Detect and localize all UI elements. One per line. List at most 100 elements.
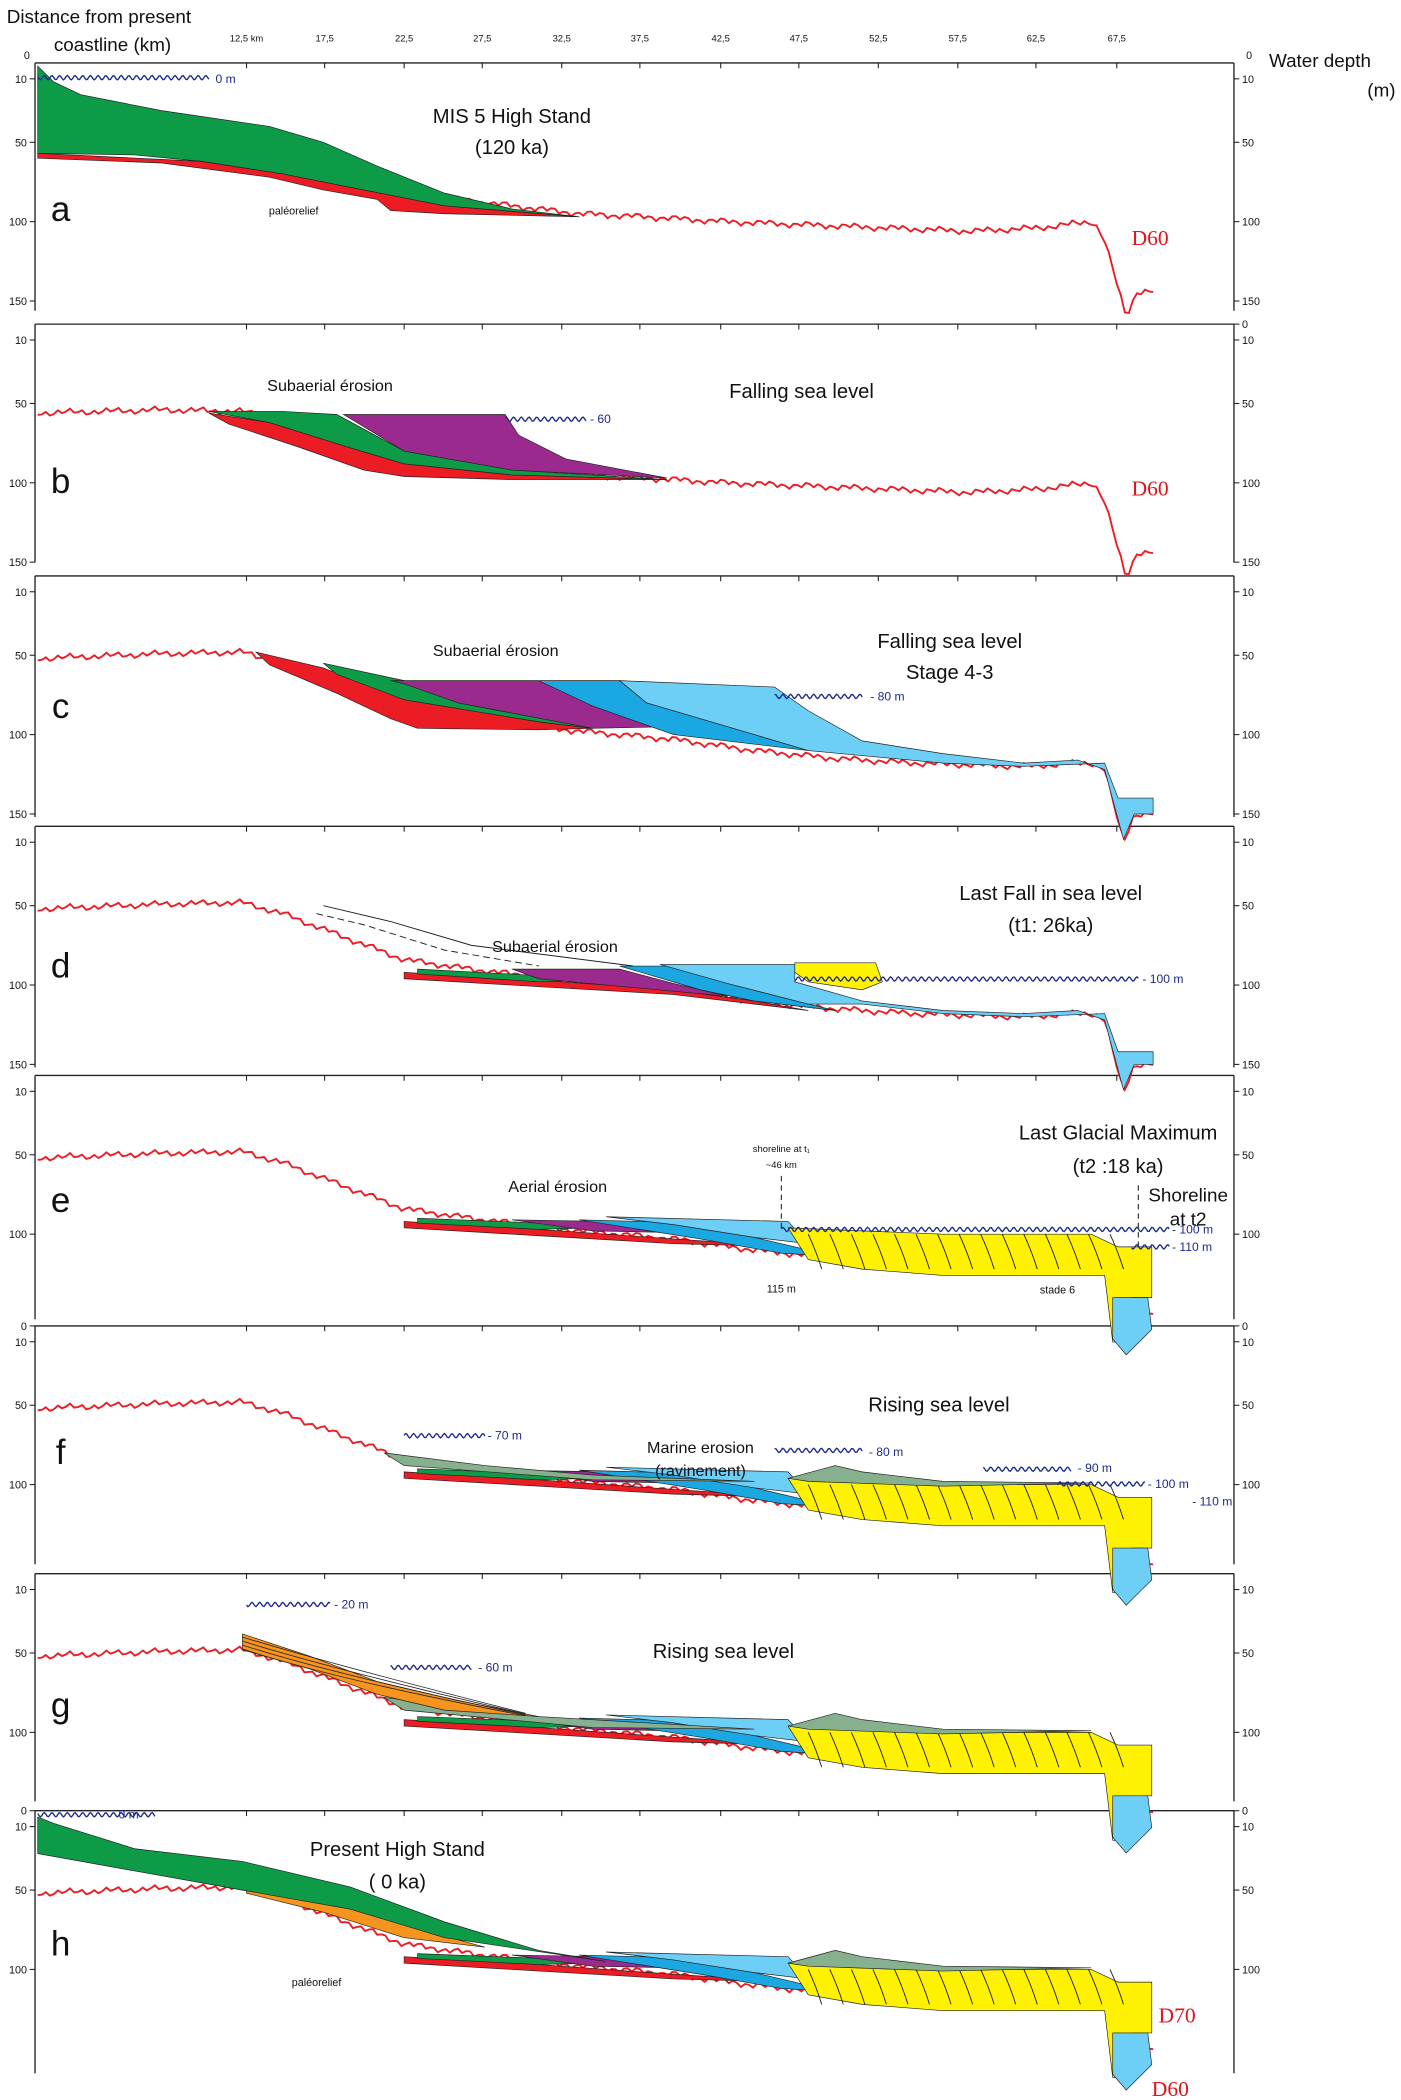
y-tick-label: 50 [1242, 650, 1254, 662]
hatch [937, 1732, 952, 1768]
label: - 60 [590, 412, 611, 426]
y-tick-label: 0 [1242, 1806, 1248, 1818]
y-tick-label: 150 [1242, 557, 1260, 569]
hatch [894, 1732, 909, 1768]
label: Subaerial érosion [492, 938, 618, 956]
hatch [850, 1484, 866, 1520]
deposit [606, 1216, 810, 1245]
y-tick-label: 10 [15, 74, 27, 86]
deposit [511, 968, 728, 997]
label: ~46 km [766, 1159, 797, 1170]
hatch [1044, 1732, 1060, 1768]
deposit [403, 971, 809, 1011]
label: Rising sea level [653, 1641, 794, 1663]
hatch [807, 1732, 823, 1768]
y-tick-label: 10 [1242, 1337, 1254, 1349]
sea-level [1131, 1243, 1170, 1250]
label: Subaerial érosion [433, 642, 559, 660]
hatch [1109, 1732, 1124, 1768]
x-tick-label: 27,5 [473, 33, 491, 44]
hatch [872, 1484, 887, 1520]
x-tick-label: 47,5 [790, 33, 808, 44]
label: paléorelief [292, 1977, 342, 1989]
hatch [980, 1484, 995, 1520]
label: 115 m [767, 1283, 796, 1295]
y-tick-label: 10 [1242, 1585, 1254, 1597]
y-tick-label: 100 [1242, 217, 1260, 229]
label: 0 m [216, 72, 236, 86]
hatch [1001, 1969, 1017, 2005]
outline [316, 913, 539, 967]
seabed [37, 647, 1154, 842]
y-tick-label: 10 [1242, 1822, 1254, 1834]
y-tick-label: 100 [1242, 1964, 1260, 1976]
sea-level [246, 1601, 331, 1608]
seabed [37, 898, 1154, 1093]
hatch [894, 1233, 909, 1270]
label: shoreline at t₁ [753, 1143, 810, 1154]
deposit [37, 1816, 607, 1962]
label: - 110 m [1172, 1240, 1212, 1254]
hatch [1066, 1732, 1081, 1768]
label: - 100 m [1142, 972, 1183, 986]
hatch [807, 1233, 823, 1270]
deposit [417, 1953, 593, 1965]
panel-letter: h [51, 1924, 70, 1963]
y-tick-label: 10 [1242, 74, 1254, 86]
y-tick-label: 50 [1242, 1648, 1254, 1660]
hatch [850, 1233, 866, 1270]
hatch [872, 1732, 887, 1768]
deposit [659, 964, 1154, 1091]
hatch [872, 1233, 887, 1270]
label: Aerial érosion [508, 1178, 607, 1196]
hatch [1001, 1732, 1017, 1768]
deposit [606, 1466, 810, 1495]
sea-level [774, 693, 863, 700]
hatch [1088, 1732, 1103, 1768]
tick-label: 0 [24, 50, 30, 62]
hatch [937, 1233, 952, 1270]
x-tick-label: 57,5 [949, 33, 967, 44]
x-tick-label: 67,5 [1108, 33, 1126, 44]
label: 0 m [119, 1808, 139, 1822]
y-tick-label: 50 [15, 1648, 27, 1660]
x-tick-label: 17,5 [315, 33, 333, 44]
x-tick-label: 37,5 [631, 33, 649, 44]
panel-letter: a [51, 190, 71, 229]
y-tick-label: 50 [15, 650, 27, 662]
y-tick-label: 0 [21, 1321, 27, 1333]
y-tick-label: 50 [15, 137, 27, 149]
layer-line [242, 1644, 526, 1716]
hatch [937, 1969, 952, 2005]
hatch [1109, 1484, 1124, 1520]
hatch [1001, 1233, 1017, 1270]
y-tick-label: 100 [9, 980, 27, 992]
sea-level [1056, 1480, 1146, 1487]
y-tick-label: 150 [9, 1059, 27, 1071]
label: D70 [1159, 2003, 1196, 2027]
y-tick-label: 0 [21, 1806, 27, 1818]
y-tick-label: 50 [15, 1400, 27, 1412]
seabed [37, 144, 1154, 315]
label: Last Fall in sea level [959, 883, 1142, 905]
y-tick-label: 50 [1242, 1150, 1254, 1162]
label: Shoreline [1148, 1184, 1228, 1205]
y-tick-label: 100 [9, 478, 27, 490]
label: Last Glacial Maximum [1019, 1123, 1218, 1145]
label: - 20 m [334, 1598, 368, 1612]
deposit [37, 65, 580, 218]
hatch [1044, 1233, 1060, 1270]
label: ( 0 ka) [369, 1871, 426, 1893]
hatch [915, 1732, 930, 1768]
hatch [980, 1969, 995, 2005]
x-title: Distance from present [7, 6, 192, 27]
label: - 90 m [1078, 1461, 1112, 1475]
label: - 60 m [478, 1660, 512, 1674]
y-tick-label: 150 [9, 296, 27, 308]
deposit [208, 411, 667, 480]
label: Falling sea level [729, 381, 874, 403]
label: D60 [1132, 477, 1169, 501]
deposit [403, 1956, 795, 1983]
layer-line [242, 1648, 526, 1717]
deposit [383, 1452, 755, 1482]
